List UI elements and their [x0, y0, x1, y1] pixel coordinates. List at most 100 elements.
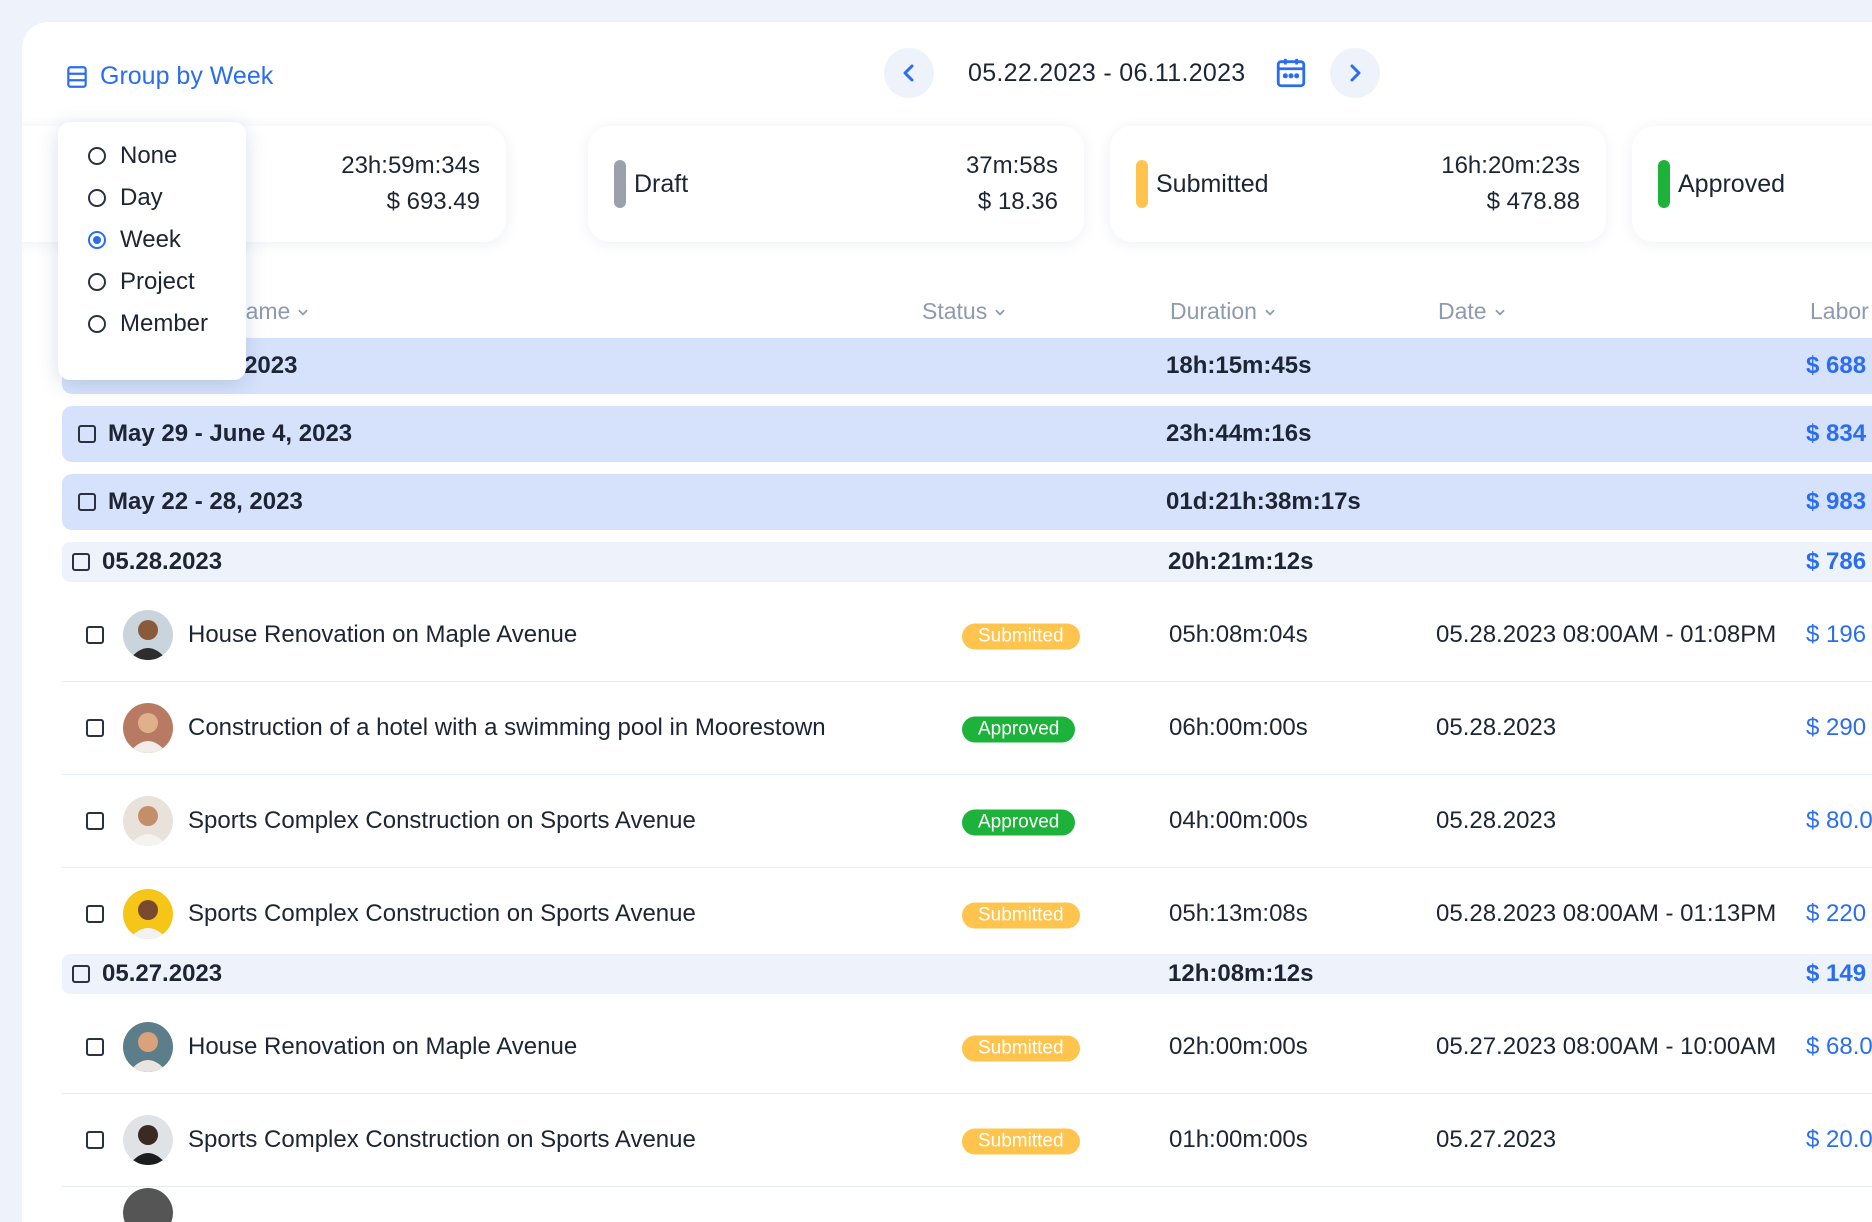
row-checkbox[interactable] — [86, 718, 104, 737]
group-option-label: None — [120, 142, 178, 169]
column-header-labor[interactable]: Labor — [1810, 298, 1869, 325]
column-header-status-label: Status — [922, 298, 988, 324]
avatar — [123, 795, 173, 846]
draft-amount: $ 18.36 — [977, 188, 1058, 215]
avatar — [123, 702, 173, 753]
group-option-week[interactable]: Week — [88, 226, 181, 254]
row-checkbox[interactable] — [86, 1037, 104, 1056]
entry-name: Sports Complex Construction on Sports Av… — [188, 806, 696, 834]
entry-amount: $ 196 — [1806, 620, 1867, 648]
entry-duration: 04h:00m:00s — [1169, 806, 1308, 834]
week-amount: $ 983 — [1806, 488, 1867, 515]
entry-duration: 06h:00m:00s — [1169, 713, 1308, 741]
submitted-amount: $ 478.88 — [1486, 188, 1580, 215]
calendar-icon[interactable] — [1274, 56, 1308, 90]
entry-amount: $ 220 — [1806, 899, 1867, 927]
column-header-date-label: Date — [1438, 298, 1487, 324]
week-group-row[interactable]: May 29 - June 4, 2023 23h:44m:16s $ 834 — [62, 406, 1872, 462]
status-badge: Submitted — [962, 1128, 1080, 1154]
week-amount: $ 834 — [1806, 420, 1867, 447]
table-row[interactable]: House Renovation on Maple Avenue Submitt… — [62, 588, 1872, 682]
column-header-labor-label: Labor — [1810, 298, 1869, 324]
row-checkbox[interactable] — [86, 811, 104, 830]
next-period-button[interactable] — [1329, 48, 1380, 98]
entry-duration: 01h:00m:00s — [1169, 1125, 1308, 1153]
entry-name: Sports Complex Construction on Sports Av… — [188, 899, 696, 927]
row-checkbox[interactable] — [86, 1130, 104, 1149]
status-cell: Submitted — [962, 620, 1080, 649]
entry-name: Construction of a hotel with a swimming … — [188, 713, 826, 741]
day-amount: $ 149 — [1806, 960, 1867, 987]
table-row[interactable]: Construction of a hotel with a swimming … — [62, 681, 1872, 775]
week-group-row[interactable]: May 22 - 28, 2023 01d:21h:38m:17s $ 983 — [62, 474, 1872, 530]
group-option-label: Day — [120, 184, 163, 211]
week-label: May 22 - 28, 2023 — [108, 488, 303, 515]
row-checkbox[interactable] — [86, 904, 104, 923]
row-checkbox[interactable] — [72, 553, 90, 571]
row-checkbox[interactable] — [86, 625, 104, 644]
group-option-project[interactable]: Project — [88, 268, 195, 296]
group-by-button[interactable]: Group by Week — [64, 62, 273, 91]
day-duration: 12h:08m:12s — [1168, 960, 1314, 987]
entry-duration: 02h:00m:00s — [1169, 1032, 1308, 1060]
status-badge: Approved — [962, 809, 1076, 835]
entry-date: 05.28.2023 08:00AM - 01:13PM — [1436, 899, 1777, 927]
draft-duration: 37m:58s — [965, 152, 1058, 179]
status-cell: Submitted — [962, 1125, 1080, 1154]
date-range-label: 05.22.2023 - 06.11.2023 — [968, 58, 1246, 87]
entry-amount: $ 20.0 — [1806, 1125, 1872, 1153]
radio-icon — [88, 273, 106, 291]
day-group-row[interactable]: 05.27.2023 12h:08m:12s $ 149 — [62, 954, 1872, 994]
table-row[interactable]: House Renovation on Maple Avenue Submitt… — [62, 1000, 1872, 1094]
column-header-status[interactable]: Status — [922, 298, 1007, 325]
table-row[interactable]: Sports Complex Construction on Sports Av… — [62, 1093, 1872, 1187]
day-label: 05.28.2023 — [102, 548, 223, 575]
group-option-label: Week — [120, 226, 181, 253]
table-row[interactable]: Sports Complex Construction on Sports Av… — [62, 774, 1872, 868]
group-option-label: Project — [120, 268, 195, 295]
submitted-summary-card[interactable]: Submitted 16h:20m:23s $ 478.88 — [1110, 126, 1606, 242]
chevron-down-icon — [298, 309, 309, 316]
approved-summary-card[interactable]: Approved — [1632, 126, 1872, 242]
week-duration: 23h:44m:16s — [1166, 420, 1312, 447]
entry-date: 05.28.2023 08:00AM - 01:08PM — [1436, 620, 1777, 648]
column-header-duration[interactable]: Duration — [1170, 298, 1277, 325]
status-cell: Approved — [962, 806, 1076, 835]
entry-amount: $ 68.0 — [1806, 1032, 1872, 1060]
chevron-down-icon — [1265, 309, 1275, 316]
group-option-member[interactable]: Member — [88, 310, 208, 338]
group-by-dropdown: None Day Week Project Member — [58, 122, 246, 380]
week-group-row[interactable]: June 5 - 11, 2023 18h:15m:45s $ 688 — [62, 338, 1872, 394]
entry-date: 05.27.2023 08:00AM - 10:00AM — [1436, 1032, 1777, 1060]
timesheet-panel: Group by Week 05.22.2023 - 06.11.2023 23… — [22, 22, 1872, 1222]
status-badge: Submitted — [962, 1035, 1080, 1061]
chevron-right-icon — [1350, 64, 1361, 82]
prev-period-button[interactable] — [884, 48, 934, 98]
submitted-duration: 16h:20m:23s — [1441, 152, 1580, 179]
day-amount: $ 786 — [1806, 548, 1867, 575]
date-navigator: 05.22.2023 - 06.11.2023 — [884, 48, 1380, 98]
entry-date: 05.28.2023 — [1436, 713, 1557, 741]
entry-name: House Renovation on Maple Avenue — [188, 1032, 578, 1060]
row-checkbox[interactable] — [78, 425, 96, 443]
approved-color-bar — [1658, 160, 1670, 208]
status-badge: Approved — [962, 716, 1076, 742]
row-checkbox[interactable] — [72, 965, 90, 983]
avatar — [123, 1188, 173, 1222]
draft-summary-card[interactable]: Draft 37m:58s $ 18.36 — [588, 126, 1084, 242]
layers-icon — [67, 65, 87, 88]
group-option-none[interactable]: None — [88, 142, 177, 170]
entry-name: House Renovation on Maple Avenue — [188, 620, 578, 648]
entry-date: 05.28.2023 — [1436, 806, 1557, 834]
column-header-date[interactable]: Date — [1438, 298, 1507, 325]
table-row[interactable]: Sports Complex Construction on Sports Av… — [62, 867, 1872, 961]
entry-amount: $ 80.0 — [1806, 806, 1872, 834]
chevron-down-icon — [1494, 309, 1505, 316]
day-group-row[interactable]: 05.28.2023 20h:21m:12s $ 786 — [62, 542, 1872, 582]
avatar — [123, 609, 173, 660]
group-option-day[interactable]: Day — [88, 184, 163, 212]
radio-selected-icon — [88, 231, 106, 249]
avatar — [123, 1021, 173, 1072]
total-duration: 23h:59m:34s — [341, 152, 480, 179]
row-checkbox[interactable] — [78, 493, 96, 511]
